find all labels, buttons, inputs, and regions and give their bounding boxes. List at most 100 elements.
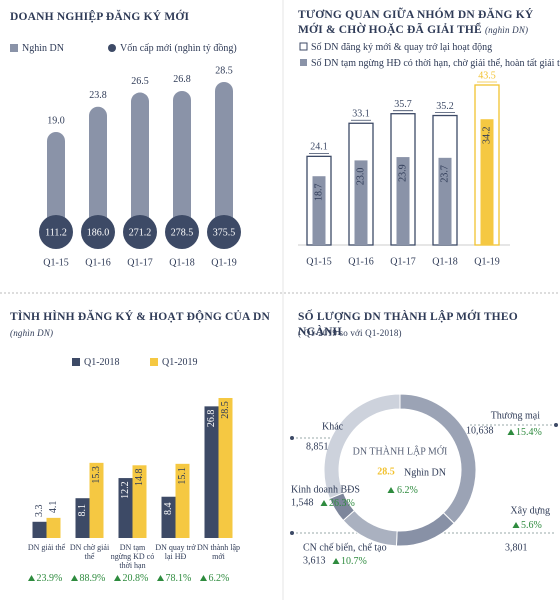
value-label: 3,613 bbox=[303, 555, 326, 566]
change-label: 78.1% bbox=[166, 573, 192, 584]
x-tick-label: Q1-18 bbox=[169, 257, 195, 268]
legend-label: Số DN tạm ngừng HĐ có thời hạn, chờ giải… bbox=[311, 58, 560, 69]
x-tick-label: Q1-19 bbox=[474, 256, 500, 267]
value-label: 8.1 bbox=[77, 504, 88, 517]
value-label: 26.8 bbox=[173, 74, 191, 85]
bar bbox=[173, 90, 191, 233]
change-label: 20.8% bbox=[123, 573, 149, 584]
chart-title: SỐ LƯỢNG DN THÀNH LẬP MỚI THEO NGÀNH bbox=[298, 311, 518, 338]
chart-subtitle: ( Q1-2019 so với Q1-2018) bbox=[298, 328, 402, 338]
value-label: 26.8 bbox=[206, 410, 217, 428]
category-label: Thương mại bbox=[491, 410, 541, 421]
capital-marker bbox=[165, 215, 199, 249]
chart-title: TÌNH HÌNH ĐĂNG KÝ & HOẠT ĐỘNG CỦA DN bbox=[10, 311, 271, 323]
bar bbox=[89, 462, 104, 538]
value-label: 23.9 bbox=[397, 164, 408, 182]
up-arrow bbox=[200, 575, 207, 581]
value-label: 23.0 bbox=[355, 168, 366, 186]
bar bbox=[131, 92, 149, 233]
category-label: Khác bbox=[322, 421, 344, 432]
x-tick-label: Q1-15 bbox=[306, 256, 332, 267]
chart-subtitle: (nghìn DN) bbox=[484, 25, 529, 35]
value-label: 28.5 bbox=[215, 65, 233, 76]
up-arrow bbox=[387, 487, 395, 493]
total-value: 28.5 bbox=[377, 466, 395, 477]
bar bbox=[218, 398, 233, 538]
up-arrow bbox=[507, 429, 515, 435]
bar bbox=[89, 106, 107, 232]
up-arrow bbox=[332, 558, 340, 564]
capital-marker bbox=[123, 215, 157, 249]
x-tick-label: DN chờ giải thể bbox=[69, 543, 110, 561]
x-tick-label: Q1-15 bbox=[43, 257, 69, 268]
capital-marker bbox=[81, 215, 115, 249]
category-label: Kinh doanh BĐS bbox=[291, 484, 360, 495]
up-arrow bbox=[320, 500, 328, 506]
chart-title: TƯƠNG QUAN GIỮA NHÓM DN ĐĂNG KÝ MỚI & CH… bbox=[298, 9, 534, 36]
value-label: 26.5 bbox=[131, 76, 149, 87]
value-label: 3,801 bbox=[505, 542, 528, 553]
donut-slice bbox=[395, 512, 455, 547]
legend-label: Q1-2018 bbox=[84, 357, 120, 368]
value-label: 24.1 bbox=[310, 142, 328, 153]
x-tick-label: Q1-16 bbox=[85, 257, 111, 268]
total-change: 6.2% bbox=[397, 485, 418, 496]
legend-label: Q1-2019 bbox=[162, 357, 198, 368]
donut-slice bbox=[342, 509, 398, 547]
change-label: 23.9% bbox=[37, 573, 63, 584]
up-arrow bbox=[114, 575, 121, 581]
capital-label: 375.5 bbox=[213, 227, 236, 238]
bar bbox=[132, 465, 147, 538]
chart-title: DOANH NGHIỆP ĐĂNG KÝ MỚI bbox=[10, 11, 190, 23]
change-label: 15.4% bbox=[516, 427, 542, 438]
x-tick-label: DN tạm ngừng KD có thời hạn bbox=[110, 543, 155, 570]
bar bbox=[215, 82, 233, 232]
x-tick-label: Q1-18 bbox=[432, 256, 458, 267]
bar-inner bbox=[354, 160, 368, 245]
value-label: 34.2 bbox=[481, 126, 492, 144]
legend-swatch bbox=[150, 358, 158, 366]
up-arrow bbox=[512, 522, 520, 528]
value-label: 28.5 bbox=[220, 401, 231, 419]
legend-label: Vốn cấp mới (nghìn tỷ đồng) bbox=[120, 43, 237, 54]
donut-slice bbox=[399, 393, 477, 525]
value-label: 23.7 bbox=[439, 165, 450, 183]
value-label: 10,638 bbox=[466, 425, 494, 436]
total-unit: Nghìn DN bbox=[404, 467, 446, 478]
capital-label: 278.5 bbox=[171, 227, 194, 238]
donut-slice bbox=[323, 393, 401, 500]
change-label: 5.6% bbox=[521, 520, 542, 531]
value-label: 35.2 bbox=[436, 101, 454, 112]
bar bbox=[175, 463, 190, 538]
change-label: 26.3% bbox=[329, 498, 355, 509]
leader-dot bbox=[290, 531, 294, 535]
legend-swatch bbox=[10, 44, 18, 52]
value-label: 43.5 bbox=[478, 70, 496, 81]
value-label: 18.7 bbox=[313, 183, 324, 201]
value-label: 23.8 bbox=[89, 90, 107, 101]
value-label: 12.2 bbox=[120, 481, 131, 499]
leader-dot bbox=[554, 423, 558, 427]
chart-heading: TƯƠNG QUAN GIỮA NHÓM DN ĐĂNG KÝ MỚI & CH… bbox=[298, 8, 556, 38]
value-label: 8,851 bbox=[306, 441, 329, 452]
legend-swatch bbox=[300, 59, 307, 66]
up-arrow bbox=[28, 575, 35, 581]
change-label: 6.2% bbox=[209, 573, 230, 584]
capital-label: 186.0 bbox=[87, 227, 110, 238]
value-label: 15.3 bbox=[91, 466, 102, 484]
bar-inner bbox=[480, 119, 494, 245]
capital-marker bbox=[207, 215, 241, 249]
bar bbox=[204, 406, 219, 538]
x-tick-label: Q1-19 bbox=[211, 257, 237, 268]
x-tick-label: DN giải thể bbox=[27, 543, 66, 552]
value-label: 33.1 bbox=[352, 109, 370, 120]
x-tick-label: Q1-16 bbox=[348, 256, 374, 267]
bar bbox=[75, 498, 90, 538]
bar bbox=[161, 496, 176, 538]
bar bbox=[47, 132, 65, 232]
x-tick-label: Q1-17 bbox=[127, 257, 153, 268]
center-title: DN THÀNH LẬP MỚI bbox=[353, 445, 448, 457]
leader-dot bbox=[290, 436, 294, 440]
